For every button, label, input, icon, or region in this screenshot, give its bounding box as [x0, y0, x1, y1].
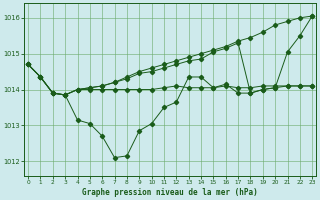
X-axis label: Graphe pression niveau de la mer (hPa): Graphe pression niveau de la mer (hPa): [82, 188, 258, 197]
